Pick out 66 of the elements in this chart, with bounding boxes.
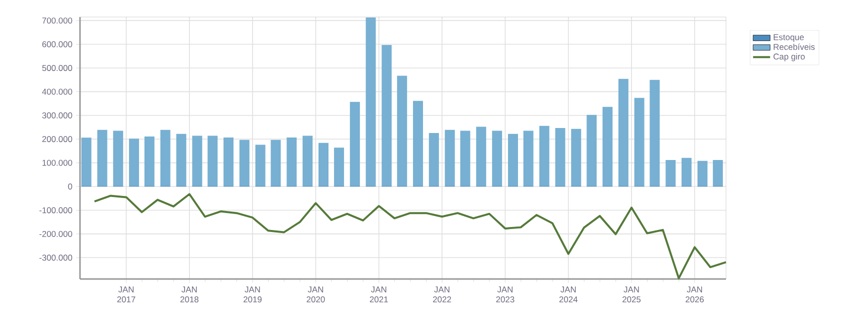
bar xyxy=(634,98,644,186)
x-tick-label: JAN 2017 xyxy=(117,286,136,302)
bar xyxy=(318,142,328,186)
bar xyxy=(113,130,124,186)
x-tick-label: JAN 2024 xyxy=(559,286,578,302)
x-tick-label: JAN 2026 xyxy=(686,286,704,302)
bar xyxy=(539,126,550,186)
bar xyxy=(586,114,597,186)
bar xyxy=(286,137,297,186)
bar xyxy=(508,134,518,186)
y-tick-label: 500.000 xyxy=(42,64,72,71)
y-tick-label: 0 xyxy=(68,184,72,190)
bar xyxy=(682,158,692,186)
legend-label: Estoque xyxy=(774,34,804,42)
bar xyxy=(366,17,376,186)
y-tick-label: 600.000 xyxy=(42,41,72,48)
bar xyxy=(382,44,392,186)
y-tick-label: -300.000 xyxy=(39,254,72,261)
y-tick-label: 700.000 xyxy=(42,18,72,24)
bar xyxy=(476,126,486,186)
bar xyxy=(176,134,186,186)
y-tick-label: 100.000 xyxy=(42,160,72,166)
bar xyxy=(302,136,313,186)
x-tick-label: JAN 2019 xyxy=(244,286,262,302)
bar xyxy=(523,130,534,186)
x-tick-label: JAN 2022 xyxy=(433,286,452,302)
bar xyxy=(555,128,566,186)
x-tick-label: JAN 2023 xyxy=(496,286,514,302)
bar xyxy=(460,130,470,186)
bar xyxy=(666,160,676,186)
bar xyxy=(334,148,344,186)
bar xyxy=(239,140,250,186)
bar xyxy=(618,78,628,186)
x-tick-label: JAN 2018 xyxy=(180,286,198,302)
y-tick-label: -200.000 xyxy=(39,230,72,237)
bar xyxy=(350,102,360,186)
bar xyxy=(81,138,92,186)
bar xyxy=(97,130,108,186)
bar xyxy=(129,138,140,186)
y-tick-label: -100.000 xyxy=(39,207,72,214)
bar xyxy=(650,80,660,186)
y-tick-label: 400.000 xyxy=(42,88,72,95)
line-series xyxy=(93,193,728,280)
bar xyxy=(412,100,423,186)
bar xyxy=(208,136,218,186)
bar xyxy=(492,130,502,186)
bar xyxy=(397,76,408,186)
bar xyxy=(160,130,170,186)
bar xyxy=(224,137,234,186)
bar xyxy=(444,130,455,186)
bar xyxy=(192,136,202,186)
bar xyxy=(428,132,439,186)
x-tick-label: JAN 2020 xyxy=(306,286,325,302)
bar xyxy=(270,140,281,186)
bar xyxy=(255,144,266,186)
y-tick-label: 200.000 xyxy=(42,136,72,142)
bar xyxy=(144,136,154,186)
y-tick-label: 300.000 xyxy=(42,112,72,118)
x-tick-label: JAN 2025 xyxy=(622,286,641,302)
bar xyxy=(571,128,582,186)
legend-label: Recebíveis xyxy=(774,44,815,50)
bar xyxy=(712,160,723,186)
bar xyxy=(602,106,613,186)
bar xyxy=(697,160,708,186)
x-tick-label: JAN 2021 xyxy=(370,286,388,302)
legend-label: Cap giro xyxy=(774,53,805,62)
